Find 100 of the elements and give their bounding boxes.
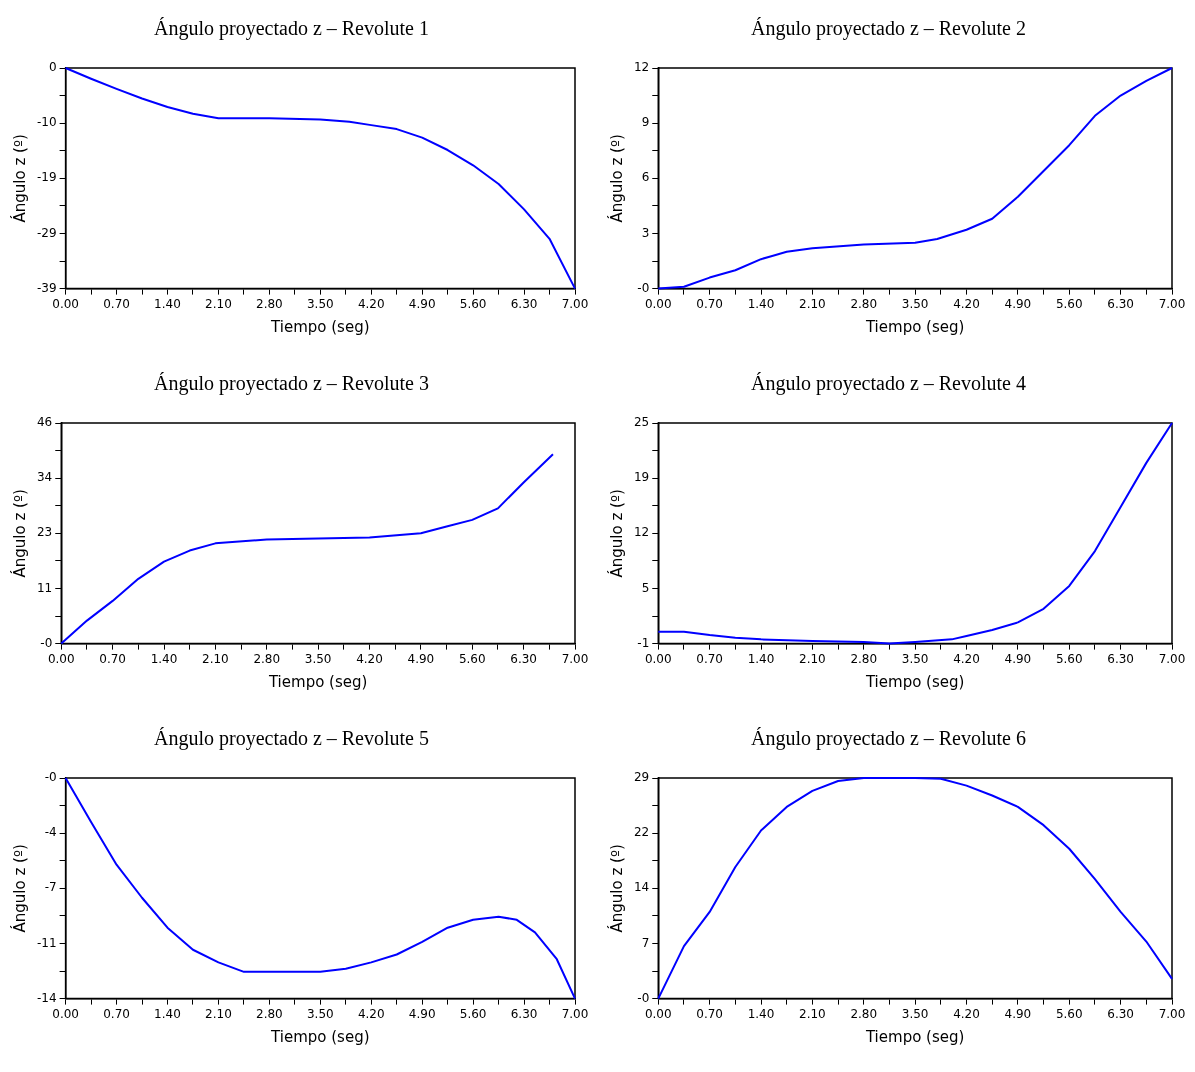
y-tick-label: -0 xyxy=(637,280,650,295)
x-tick-label: 0.70 xyxy=(696,651,723,666)
x-tick-label: 3.50 xyxy=(901,651,929,666)
chart-title: Ángulo proyectado z – Revolute 6 xyxy=(751,727,1026,751)
x-tick-label: 4.20 xyxy=(356,651,383,666)
x-tick-label: 0.00 xyxy=(644,1006,672,1021)
x-tick-label: 4.90 xyxy=(1004,1006,1032,1021)
x-tick-label: 2.80 xyxy=(850,651,878,666)
y-tick-label: 5 xyxy=(641,580,650,595)
y-axis-title: Ángulo z (º) xyxy=(9,844,29,933)
x-tick-label: 0.70 xyxy=(99,651,126,666)
x-tick-label: 0.00 xyxy=(52,1006,79,1021)
x-tick-label: 7.00 xyxy=(1158,1006,1186,1021)
x-tick-label: 0.70 xyxy=(103,296,130,311)
y-tick-label: 6 xyxy=(641,170,650,185)
x-tick-label: 2.80 xyxy=(256,1006,283,1021)
x-tick-label: 2.10 xyxy=(202,651,229,666)
y-tick-label: 7 xyxy=(641,935,650,950)
x-tick-label: 2.10 xyxy=(799,651,826,666)
x-tick-label: 2.80 xyxy=(253,651,281,666)
y-tick-label: 29 xyxy=(633,770,650,785)
x-tick-label: 5.60 xyxy=(459,296,487,311)
y-tick-label: 34 xyxy=(36,470,53,485)
y-axis-title: Ángulo z (º) xyxy=(9,134,29,223)
y-tick-label: -19 xyxy=(36,170,57,185)
y-tick-label: -29 xyxy=(36,225,57,240)
y-tick-label: 46 xyxy=(36,415,53,430)
y-tick-label: -14 xyxy=(36,990,57,1005)
y-tick-label: -0 xyxy=(40,635,53,650)
x-tick-label: 4.90 xyxy=(408,1006,436,1021)
x-tick-label: 6.30 xyxy=(510,1006,538,1021)
x-tick-label: 6.30 xyxy=(1107,296,1134,311)
x-tick-label: 6.30 xyxy=(1107,1006,1134,1021)
y-tick-label: -10 xyxy=(36,115,57,130)
chart-title: Ángulo proyectado z – Revolute 5 xyxy=(154,727,429,751)
x-tick-label: 4.20 xyxy=(953,1006,980,1021)
x-tick-label: 1.40 xyxy=(154,1006,181,1021)
x-tick-label: 4.90 xyxy=(408,296,436,311)
x-tick-label: 1.40 xyxy=(154,296,181,311)
x-tick-label: 0.70 xyxy=(696,1006,723,1021)
x-tick-label: 3.50 xyxy=(901,296,929,311)
y-tick-label: -0 xyxy=(637,990,650,1005)
x-tick-label: 4.20 xyxy=(953,651,980,666)
x-tick-label: 4.20 xyxy=(357,296,385,311)
y-tick-label: 19 xyxy=(633,470,650,485)
x-tick-label: 6.30 xyxy=(510,651,537,666)
y-axis-title: Ángulo z (º) xyxy=(606,844,626,933)
y-tick-label: -39 xyxy=(36,280,57,295)
x-tick-label: 2.80 xyxy=(850,1006,878,1021)
x-tick-label: 5.60 xyxy=(1055,651,1083,666)
x-axis-title: Tiempo (seg) xyxy=(864,1027,965,1046)
y-tick-label: -4 xyxy=(44,825,57,840)
x-tick-label: 5.60 xyxy=(459,1006,487,1021)
x-tick-label: 1.40 xyxy=(747,651,775,666)
y-tick-label: 0 xyxy=(48,60,57,75)
x-tick-label: 4.90 xyxy=(407,651,435,666)
x-tick-label: 2.10 xyxy=(205,296,232,311)
y-tick-label: -7 xyxy=(44,880,57,895)
x-tick-label: 0.00 xyxy=(47,651,75,666)
x-tick-label: 7.00 xyxy=(561,651,589,666)
y-tick-label: -11 xyxy=(36,935,57,950)
x-tick-label: 2.10 xyxy=(799,296,826,311)
x-axis-title: Tiempo (seg) xyxy=(864,317,965,336)
x-tick-label: 6.30 xyxy=(510,296,538,311)
x-tick-label: 7.00 xyxy=(561,1006,589,1021)
x-tick-label: 4.20 xyxy=(357,1006,385,1021)
x-tick-label: 2.80 xyxy=(256,296,283,311)
x-tick-label: 2.80 xyxy=(850,296,878,311)
y-tick-label: 12 xyxy=(633,60,650,75)
x-tick-label: 1.40 xyxy=(747,296,775,311)
x-tick-label: 1.40 xyxy=(150,651,178,666)
x-tick-label: 0.70 xyxy=(696,296,723,311)
chart-title: Ángulo proyectado z – Revolute 1 xyxy=(154,17,429,41)
x-tick-label: 0.00 xyxy=(52,296,79,311)
x-axis-title: Tiempo (seg) xyxy=(270,317,370,336)
y-tick-label: 11 xyxy=(36,580,53,595)
x-tick-label: 7.00 xyxy=(561,296,589,311)
y-tick-label: 25 xyxy=(633,415,650,430)
x-tick-label: 6.30 xyxy=(1107,651,1134,666)
x-tick-label: 7.00 xyxy=(1158,651,1186,666)
x-tick-label: 1.40 xyxy=(747,1006,775,1021)
x-axis-title: Tiempo (seg) xyxy=(270,1027,370,1046)
y-axis-title: Ángulo z (º) xyxy=(9,489,29,578)
x-tick-label: 3.50 xyxy=(306,1006,334,1021)
y-tick-label: 3 xyxy=(641,225,650,240)
x-tick-label: 2.10 xyxy=(799,1006,826,1021)
x-tick-label: 0.00 xyxy=(644,651,672,666)
x-tick-label: 5.60 xyxy=(1055,296,1083,311)
x-tick-label: 7.00 xyxy=(1158,296,1186,311)
chart-title: Ángulo proyectado z – Revolute 3 xyxy=(154,372,429,396)
x-tick-label: 4.90 xyxy=(1004,296,1032,311)
x-tick-label: 2.10 xyxy=(205,1006,232,1021)
y-tick-label: 23 xyxy=(36,525,53,540)
chart-title: Ángulo proyectado z – Revolute 2 xyxy=(751,17,1026,41)
x-tick-label: 4.90 xyxy=(1004,651,1032,666)
x-tick-label: 3.50 xyxy=(901,1006,929,1021)
y-axis-title: Ángulo z (º) xyxy=(606,134,626,223)
x-tick-label: 4.20 xyxy=(953,296,980,311)
y-tick-label: 14 xyxy=(633,880,650,895)
y-tick-label: 9 xyxy=(641,115,650,130)
